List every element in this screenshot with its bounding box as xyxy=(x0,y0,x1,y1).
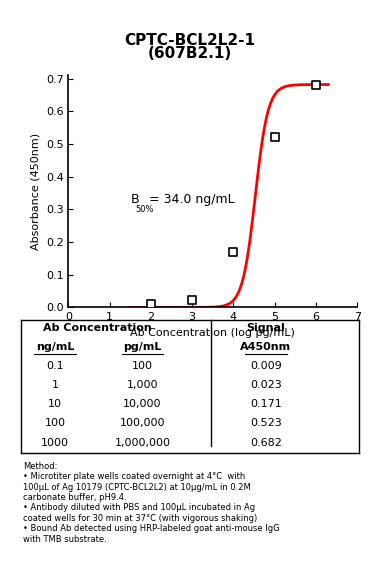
Text: 1000: 1000 xyxy=(41,437,69,448)
Text: 10: 10 xyxy=(48,399,62,409)
Text: 100: 100 xyxy=(44,418,66,429)
Text: B: B xyxy=(130,193,139,206)
Text: Signal: Signal xyxy=(247,322,285,333)
Text: 0.023: 0.023 xyxy=(250,380,282,390)
Point xyxy=(148,300,154,309)
Text: 1,000,000: 1,000,000 xyxy=(114,437,171,448)
Text: Method:
• Microtiter plate wells coated overnight at 4°C  with
100μL of Ag 10179: Method: • Microtiter plate wells coated … xyxy=(23,462,279,543)
Text: 0.523: 0.523 xyxy=(250,418,282,429)
Text: pg/mL: pg/mL xyxy=(124,342,162,352)
Y-axis label: Absorbance (450nm): Absorbance (450nm) xyxy=(30,133,40,250)
Text: 1,000: 1,000 xyxy=(127,380,158,390)
Text: = 34.0 ng/mL: = 34.0 ng/mL xyxy=(149,193,235,206)
Text: A450nm: A450nm xyxy=(241,342,291,352)
Text: CPTC-BCL2L2-1: CPTC-BCL2L2-1 xyxy=(125,33,255,48)
Text: Ab Concentration: Ab Concentration xyxy=(43,322,151,333)
Text: 100: 100 xyxy=(132,361,153,371)
Text: 10,000: 10,000 xyxy=(123,399,162,409)
Point xyxy=(189,295,195,305)
Text: 1: 1 xyxy=(52,380,59,390)
Text: (607B2.1): (607B2.1) xyxy=(148,46,232,61)
Point xyxy=(272,132,278,141)
Point xyxy=(230,247,236,256)
Text: 50%: 50% xyxy=(136,205,154,214)
Text: 0.171: 0.171 xyxy=(250,399,282,409)
Text: 0.009: 0.009 xyxy=(250,361,282,371)
Text: 0.682: 0.682 xyxy=(250,437,282,448)
Point xyxy=(313,80,319,89)
Text: ng/mL: ng/mL xyxy=(36,342,74,352)
Text: 0.1: 0.1 xyxy=(46,361,64,371)
X-axis label: Ab Concentration (log pg/mL): Ab Concentration (log pg/mL) xyxy=(130,328,295,338)
Text: 100,000: 100,000 xyxy=(120,418,165,429)
